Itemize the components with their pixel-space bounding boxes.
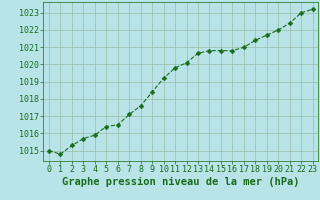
X-axis label: Graphe pression niveau de la mer (hPa): Graphe pression niveau de la mer (hPa) xyxy=(62,177,300,187)
